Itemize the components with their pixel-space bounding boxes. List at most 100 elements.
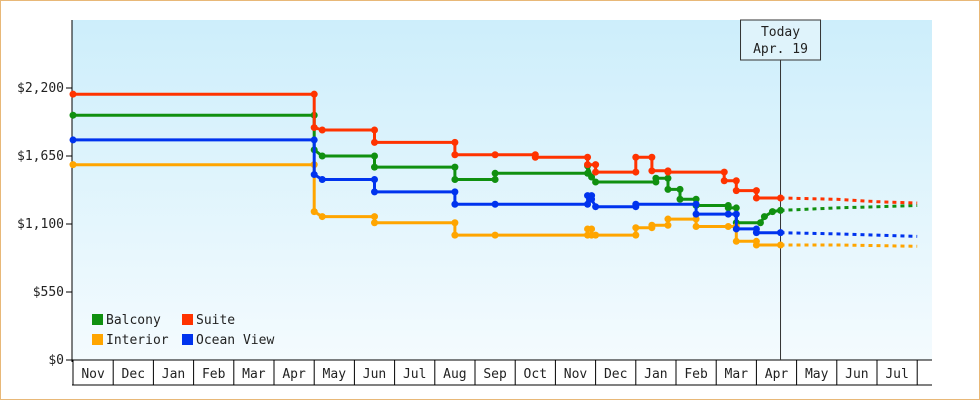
- data-point-suite: [310, 90, 318, 98]
- data-point-balcony: [491, 175, 499, 183]
- data-point-interior: [69, 161, 77, 169]
- data-point-ocean-view: [732, 210, 740, 218]
- x-tick-label: Jul: [403, 367, 426, 382]
- x-tick-label: Jun: [845, 367, 868, 382]
- data-point-ocean-view: [632, 200, 640, 208]
- data-point-balcony: [371, 152, 378, 160]
- series-interior: [69, 161, 918, 249]
- data-point-suite: [648, 167, 656, 175]
- data-point-interior: [692, 222, 700, 230]
- data-point-balcony: [676, 185, 684, 193]
- x-tick-label: Apr: [282, 367, 306, 382]
- y-tick-label: $1,100: [17, 217, 64, 232]
- data-point-interior: [777, 241, 785, 249]
- data-point-ocean-view: [777, 229, 785, 237]
- data-point-ocean-view: [692, 210, 700, 218]
- data-point-ocean-view: [752, 229, 760, 237]
- data-point-suite: [720, 168, 728, 176]
- series-suite: [69, 90, 918, 205]
- series-balcony: [69, 111, 918, 227]
- y-axis: $0 $550 $1,100 $1,650 $2,200: [17, 20, 73, 368]
- data-point-balcony: [676, 195, 684, 203]
- series-line-suite: [73, 92, 781, 200]
- data-point-suite: [584, 161, 592, 169]
- legend-swatch-interior: [92, 334, 103, 345]
- x-tick-label: Oct: [524, 367, 547, 382]
- x-tick-label: Aug: [443, 367, 466, 382]
- data-point-suite: [648, 153, 656, 161]
- data-point-interior: [371, 219, 378, 227]
- legend-label-interior: Interior: [106, 333, 169, 348]
- data-point-interior: [592, 231, 600, 239]
- data-point-suite: [69, 90, 77, 98]
- y-tick-label: $550: [33, 285, 64, 300]
- data-point-suite: [371, 138, 378, 146]
- x-tick-label: Jul: [885, 367, 908, 382]
- data-point-suite: [752, 187, 760, 195]
- data-point-balcony: [588, 173, 596, 181]
- legend-label-suite: Suite: [196, 313, 235, 328]
- data-point-interior: [692, 215, 700, 223]
- data-point-balcony: [664, 185, 672, 193]
- data-point-balcony: [318, 152, 326, 160]
- data-point-suite: [732, 177, 740, 185]
- data-point-balcony: [451, 163, 459, 171]
- series-ocean-view: [69, 136, 918, 238]
- data-point-ocean-view: [732, 225, 740, 233]
- x-tick-label: Mar: [725, 367, 749, 382]
- data-point-ocean-view: [371, 175, 378, 183]
- data-point-ocean-view: [310, 171, 318, 179]
- x-tick-label: Jan: [644, 367, 667, 382]
- data-point-ocean-view: [310, 136, 318, 144]
- data-point-balcony: [371, 163, 378, 171]
- data-point-interior: [664, 215, 672, 223]
- data-point-interior: [451, 231, 459, 239]
- data-point-suite: [592, 161, 600, 169]
- x-tick-label: May: [805, 367, 829, 382]
- data-point-suite: [531, 153, 539, 161]
- data-point-balcony: [592, 178, 600, 186]
- data-point-interior: [451, 219, 459, 227]
- data-point-ocean-view: [588, 195, 596, 203]
- data-point-ocean-view: [451, 200, 459, 208]
- data-point-suite: [584, 153, 592, 161]
- data-point-balcony: [777, 206, 785, 214]
- data-point-interior: [724, 222, 732, 230]
- data-point-balcony: [756, 219, 764, 227]
- data-point-suite: [777, 194, 785, 202]
- data-point-suite: [318, 126, 326, 134]
- y-tick-label: $0: [48, 353, 64, 368]
- x-axis: Nov Dec Jan Feb Mar Apr May Jun Jul Aug Sep Oct Nov D…: [72, 359, 932, 386]
- data-point-interior: [310, 208, 318, 216]
- data-point-interior: [632, 231, 640, 239]
- data-point-suite: [310, 124, 318, 132]
- x-tick-label: Apr: [765, 367, 789, 382]
- data-point-balcony: [760, 213, 768, 221]
- x-tick-label: Mar: [242, 367, 266, 382]
- today-label: Today: [761, 25, 800, 40]
- data-point-balcony: [724, 204, 732, 212]
- data-point-interior: [318, 213, 326, 221]
- x-tick-label: Nov: [564, 367, 588, 382]
- data-point-suite: [592, 168, 600, 176]
- data-point-suite: [752, 194, 760, 202]
- data-point-interior: [588, 225, 596, 233]
- data-point-interior: [752, 241, 760, 249]
- data-point-suite: [491, 151, 499, 159]
- data-point-interior: [491, 231, 499, 239]
- y-tick-label: $1,650: [17, 149, 64, 164]
- x-tick-label: Dec: [122, 367, 145, 382]
- data-point-suite: [632, 153, 640, 161]
- data-point-suite: [451, 151, 459, 159]
- x-tick-label: Feb: [202, 367, 226, 382]
- data-point-ocean-view: [451, 188, 459, 196]
- x-tick-label: Jan: [162, 367, 185, 382]
- data-point-suite: [371, 126, 378, 134]
- data-point-balcony: [732, 204, 740, 212]
- data-point-ocean-view: [318, 175, 326, 183]
- data-point-ocean-view: [592, 203, 600, 211]
- data-point-suite: [720, 177, 728, 185]
- x-tick-label: Nov: [81, 367, 105, 382]
- legend-swatch-ocean-view: [182, 334, 193, 345]
